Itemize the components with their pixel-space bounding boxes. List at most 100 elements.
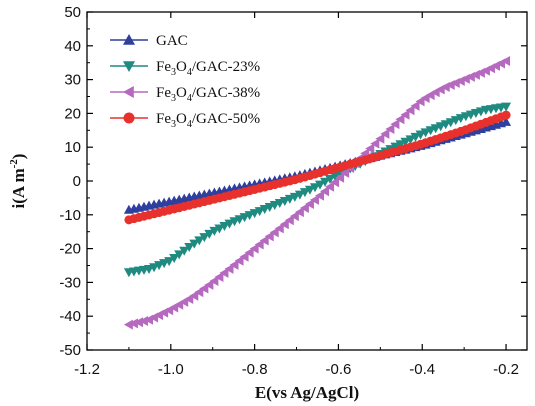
data-point	[289, 192, 300, 202]
y-tick-label: 50	[64, 4, 81, 21]
legend-label: GAC	[156, 33, 188, 49]
y-tick-label: 20	[64, 105, 81, 122]
data-point	[194, 287, 204, 298]
data-point	[395, 140, 406, 150]
data-point	[239, 251, 249, 262]
y-tick-label: 0	[73, 173, 81, 190]
data-point	[179, 246, 190, 256]
data-point	[133, 317, 143, 328]
data-point	[340, 167, 350, 178]
data-point	[325, 174, 336, 184]
x-tick-label: -0.6	[325, 361, 351, 378]
data-point	[395, 114, 405, 125]
y-tick-label: -30	[59, 274, 81, 291]
data-point	[123, 34, 135, 45]
data-point	[128, 318, 138, 329]
x-tick-label: -0.8	[242, 361, 268, 378]
data-point	[284, 215, 294, 226]
data-point	[390, 119, 400, 130]
data-point	[330, 172, 341, 182]
data-point	[209, 276, 219, 287]
x-tick-label: -1.2	[74, 361, 100, 378]
series-3	[124, 110, 511, 225]
data-point	[189, 290, 199, 301]
legend-item-2: Fe3O4/GAC-38%	[110, 85, 260, 104]
data-point	[330, 177, 340, 188]
data-point	[259, 235, 269, 246]
data-point	[501, 110, 511, 120]
data-point	[501, 116, 512, 126]
y-axis-label-sup: -2	[8, 159, 20, 169]
data-point	[294, 190, 305, 200]
data-point	[184, 243, 195, 253]
axis-ticks: -1.2 -1.0 -0.8 -0.6 -0.4 -0.2 -50 -40 -30 -20 -10 0…	[59, 4, 527, 378]
data-point	[309, 194, 319, 205]
data-point	[405, 135, 416, 145]
data-point	[123, 319, 133, 330]
data-point	[254, 239, 264, 250]
y-tick-label: -10	[59, 207, 81, 224]
data-point	[309, 183, 320, 193]
data-point	[214, 224, 225, 234]
data-point	[501, 56, 511, 67]
legend-item-1: Fe3O4/GAC-23%	[110, 59, 260, 78]
data-point	[385, 124, 395, 135]
data-point	[138, 315, 148, 326]
y-tick-label: 40	[64, 38, 81, 55]
data-point	[224, 219, 235, 229]
data-point	[314, 180, 325, 190]
data-point	[174, 250, 185, 260]
data-point	[299, 203, 309, 214]
data-point	[279, 219, 289, 230]
legend-label: Fe3O4/GAC-23%	[156, 59, 260, 78]
y-axis-label: i(A m-2)	[8, 154, 28, 209]
data-point	[299, 188, 310, 198]
x-tick-label: -1.0	[158, 361, 184, 378]
data-point	[123, 61, 135, 72]
data-point	[244, 247, 254, 258]
data-point	[224, 263, 234, 274]
data-point	[189, 239, 200, 249]
data-point	[304, 185, 315, 195]
data-point	[289, 211, 299, 222]
y-axis-label-close: )	[9, 154, 28, 160]
data-point	[229, 259, 239, 270]
series-2	[123, 56, 511, 330]
data-point	[269, 227, 279, 238]
series-1	[123, 102, 512, 278]
data-point	[375, 133, 385, 144]
data-point	[410, 132, 421, 142]
data-point	[169, 253, 180, 263]
plot-frame	[86, 11, 528, 351]
y-tick-label: -20	[59, 241, 81, 258]
y-tick-label: 10	[64, 139, 81, 156]
data-point	[249, 243, 259, 254]
series-layer	[123, 56, 512, 330]
data-point	[204, 229, 215, 239]
data-point	[264, 231, 274, 242]
data-point	[501, 102, 512, 112]
data-point	[400, 137, 411, 147]
y-tick-label: -50	[59, 342, 81, 359]
legend-label: Fe3O4/GAC-50%	[156, 111, 260, 130]
data-point	[164, 257, 175, 267]
legend: GAC Fe3O4/GAC-23% Fe3O4/GAC-38% Fe3O4/GAC-5…	[110, 33, 260, 130]
data-point	[219, 222, 230, 232]
data-point	[304, 198, 314, 209]
data-point	[209, 226, 220, 236]
data-point	[365, 143, 375, 154]
data-point	[123, 112, 135, 124]
y-axis-label-main: i(A m	[9, 168, 28, 208]
data-point	[194, 236, 205, 246]
x-tick-label: -0.2	[493, 361, 519, 378]
legend-label: Fe3O4/GAC-38%	[156, 85, 260, 104]
data-point	[410, 100, 420, 111]
y-tick-label: -40	[59, 308, 81, 325]
data-point	[274, 223, 284, 234]
data-point	[214, 271, 224, 282]
data-point	[294, 207, 304, 218]
data-point	[199, 283, 209, 294]
x-tick-label: -0.4	[409, 361, 435, 378]
data-point	[314, 190, 324, 201]
